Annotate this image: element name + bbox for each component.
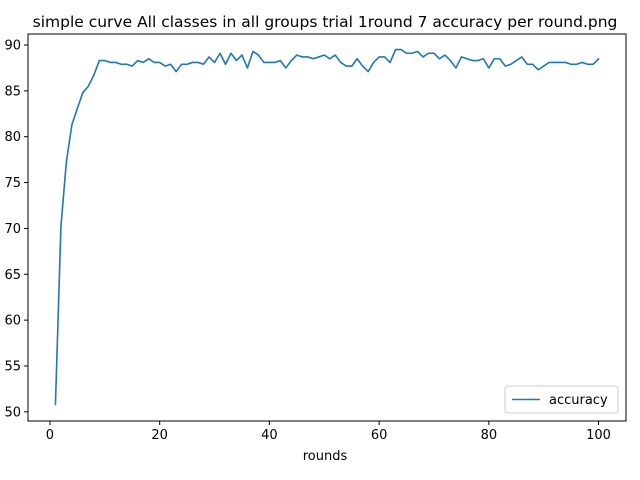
y-tick-label: 55 <box>4 359 21 374</box>
legend-box <box>504 385 619 414</box>
x-tick-label: 100 <box>586 428 611 443</box>
legend-label-accuracy: accuracy <box>549 393 608 408</box>
x-tick-label: 20 <box>151 428 168 443</box>
y-tick-label: 60 <box>4 314 21 329</box>
y-tick-label: 70 <box>4 222 21 237</box>
y-tick-label: 75 <box>4 176 21 191</box>
series-line-accuracy <box>54 48 600 406</box>
x-axis-ticks: 0 20 40 60 80 100 <box>46 421 611 443</box>
y-tick-label: 85 <box>4 84 21 99</box>
x-axis-label: rounds <box>303 449 348 464</box>
x-tick-label: 80 <box>481 428 498 443</box>
y-tick-label: 80 <box>4 130 21 145</box>
x-tick-label: 0 <box>46 428 54 443</box>
y-tick-label: 50 <box>4 405 21 420</box>
y-tick-label: 90 <box>4 39 21 54</box>
axes-frame <box>27 33 627 422</box>
series-layer <box>54 48 600 406</box>
chart-title: simple curve All classes in all groups t… <box>33 13 618 31</box>
y-tick-label: 65 <box>4 268 21 283</box>
plot-area: 0 20 40 60 80 100 50 55 60 65 70 75 80 85 90 <box>4 33 627 443</box>
x-tick-label: 60 <box>371 428 388 443</box>
y-axis-ticks: 50 55 60 65 70 75 80 85 90 <box>4 39 28 420</box>
x-tick-label: 40 <box>261 428 278 443</box>
legend: accuracy <box>504 385 619 414</box>
